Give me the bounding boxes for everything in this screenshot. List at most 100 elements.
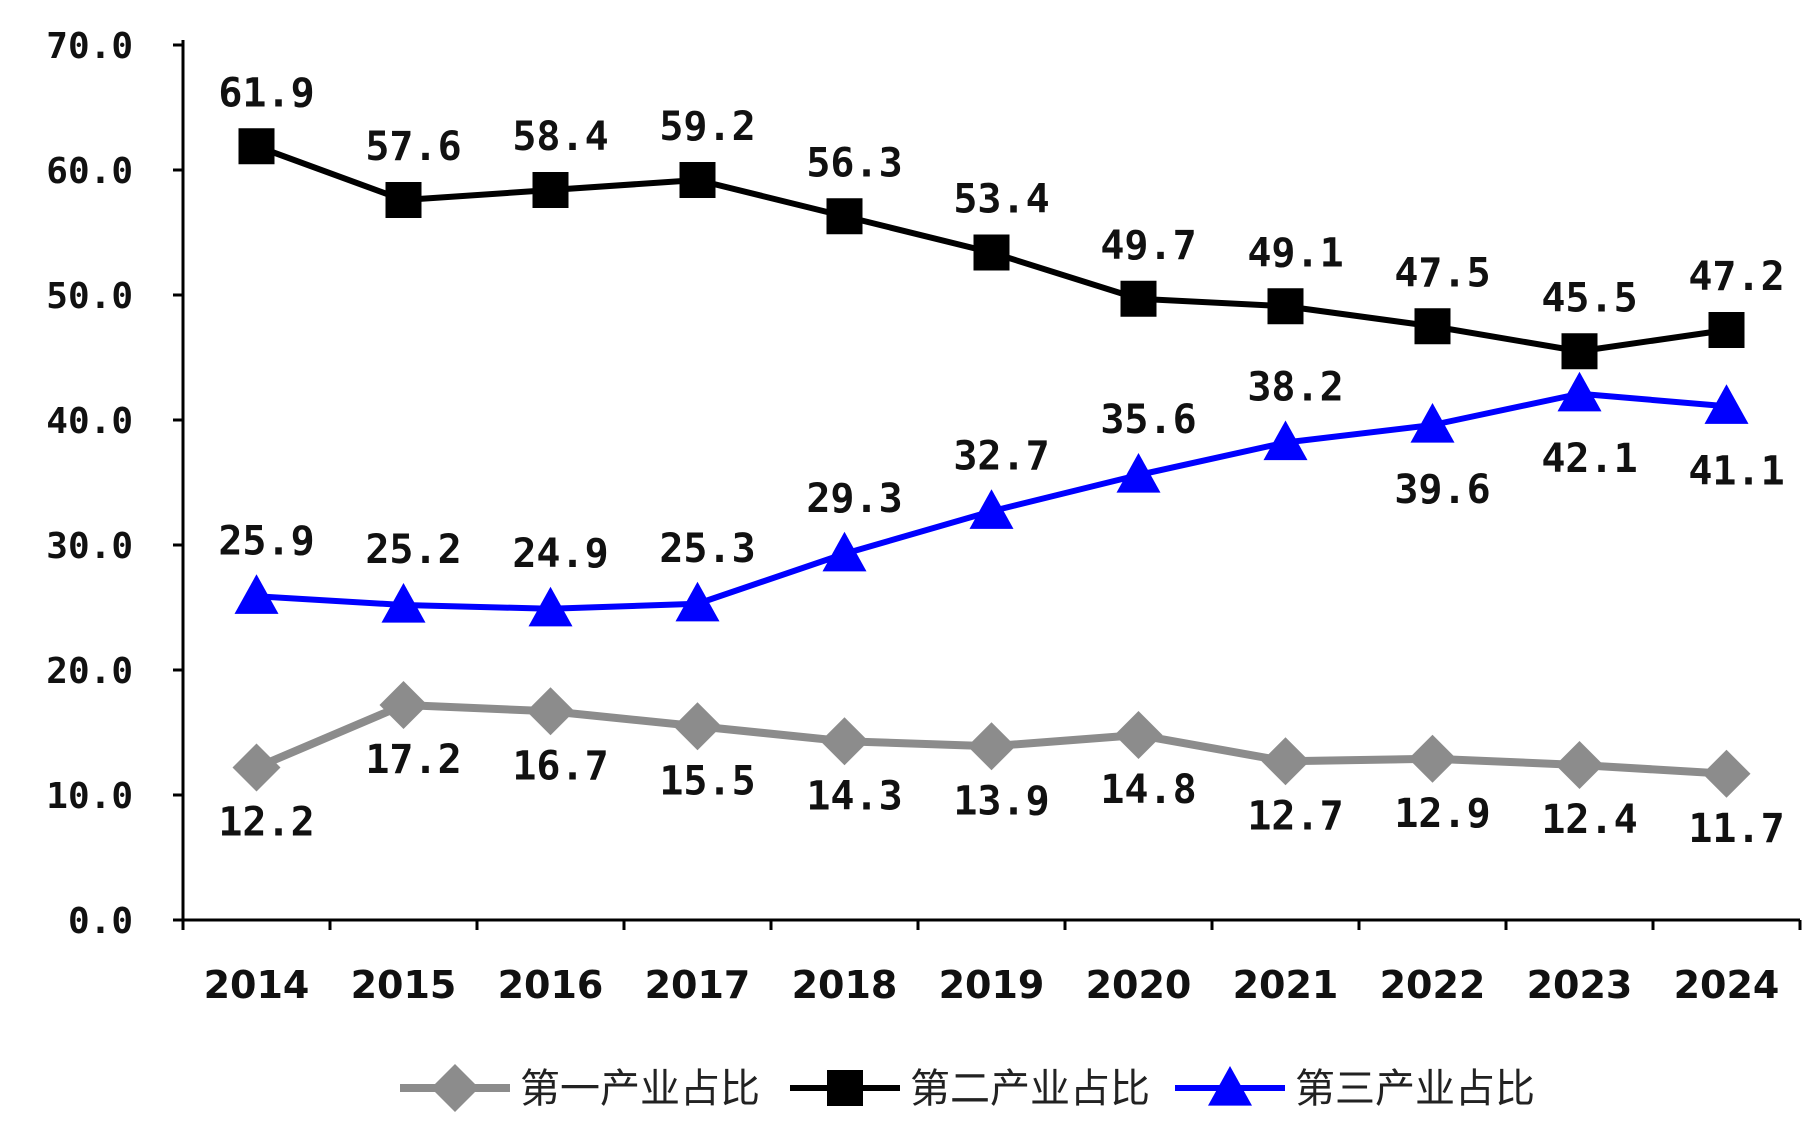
- data-point: [1267, 288, 1304, 325]
- data-label: 56.3: [806, 140, 902, 186]
- series-2: [238, 128, 1745, 370]
- y-tick-label: 40.0: [46, 401, 133, 442]
- axes: 0.0 10.0 20.0 30.0 40.0 50.0 60.0 70.0 2014 2015 2…: [46, 26, 1802, 1007]
- data-label: 58.4: [512, 114, 608, 160]
- data-point: [381, 583, 426, 623]
- legend: 第一产业占比 第二产业占比 第三产业占比: [400, 1064, 1535, 1112]
- data-label: 25.2: [365, 527, 461, 573]
- data-point: [532, 172, 569, 208]
- data-point: [1114, 711, 1163, 759]
- data-label: 25.9: [218, 518, 314, 564]
- data-point: [673, 702, 722, 751]
- legend-item-3: 第三产业占比: [1175, 1066, 1535, 1112]
- data-point: [234, 574, 279, 614]
- y-tick-label: 0.0: [68, 901, 133, 942]
- data-label: 57.6: [365, 124, 461, 170]
- data-label: 45.5: [1541, 275, 1637, 321]
- data-label: 12.2: [218, 800, 314, 846]
- data-point: [1557, 371, 1602, 412]
- data-point: [679, 162, 716, 198]
- data-label: 29.3: [806, 476, 902, 522]
- y-tick-label: 60.0: [46, 151, 133, 192]
- data-point: [232, 743, 281, 792]
- data-label: 47.2: [1688, 254, 1784, 300]
- series-layer: [232, 128, 1751, 798]
- data-label: 35.6: [1100, 397, 1196, 443]
- x-tick-label: 2017: [645, 963, 751, 1007]
- x-tick-label: 2018: [792, 963, 898, 1007]
- data-point: [1414, 308, 1451, 345]
- x-tick-label: 2024: [1674, 963, 1780, 1007]
- data-labels: 12.2 17.2 16.7 15.5 14.3 13.9 14.8 12.7 12.9 12.4…: [218, 70, 1784, 852]
- data-point: [820, 717, 869, 766]
- legend-marker: [827, 1070, 863, 1106]
- data-point: [379, 681, 428, 729]
- x-tick-label: 2023: [1527, 963, 1633, 1007]
- x-tick-label: 2016: [498, 963, 604, 1007]
- data-point: [1704, 384, 1749, 424]
- data-point: [1702, 749, 1751, 798]
- data-label: 25.3: [659, 526, 755, 572]
- legend-label: 第二产业占比: [910, 1066, 1150, 1112]
- y-tick-label: 10.0: [46, 776, 133, 817]
- legend-marker: [431, 1064, 479, 1112]
- legend-label: 第一产业占比: [520, 1066, 760, 1112]
- data-label: 53.4: [953, 177, 1049, 223]
- data-point: [1116, 453, 1161, 493]
- data-label: 16.7: [512, 743, 608, 789]
- legend-label: 第三产业占比: [1295, 1066, 1535, 1112]
- data-label: 41.1: [1688, 448, 1784, 494]
- data-label: 13.9: [953, 778, 1049, 824]
- data-label: 17.2: [365, 737, 461, 783]
- data-label: 32.7: [953, 433, 1049, 479]
- data-label: 49.1: [1247, 230, 1343, 276]
- data-point: [1261, 737, 1310, 786]
- x-tick-label: 2020: [1086, 963, 1192, 1007]
- y-tick-label: 30.0: [46, 526, 133, 567]
- x-tick-label: 2022: [1380, 963, 1486, 1007]
- legend-item-1: 第一产业占比: [400, 1064, 760, 1112]
- data-point: [526, 687, 575, 736]
- data-point: [822, 531, 867, 572]
- data-point: [826, 198, 863, 235]
- data-point: [1120, 280, 1157, 317]
- data-label: 24.9: [512, 531, 608, 577]
- y-tick-label: 20.0: [46, 651, 133, 692]
- data-point: [1410, 403, 1455, 443]
- data-point: [1561, 333, 1598, 370]
- x-tick-label: 2014: [204, 963, 310, 1007]
- data-label: 49.7: [1100, 223, 1196, 269]
- y-tick-label: 70.0: [46, 26, 133, 67]
- data-point: [528, 586, 573, 627]
- data-label: 14.3: [806, 773, 902, 819]
- series-3: [234, 371, 1749, 627]
- data-label: 42.1: [1541, 436, 1637, 482]
- data-point: [1263, 420, 1308, 461]
- x-tick-label: 2015: [351, 963, 457, 1007]
- x-tick-label: 2021: [1233, 963, 1339, 1007]
- data-label: 12.9: [1394, 791, 1490, 837]
- data-label: 61.9: [218, 70, 314, 116]
- data-point: [1408, 734, 1457, 783]
- y-tick-label: 50.0: [46, 276, 133, 317]
- data-label: 59.2: [659, 104, 755, 150]
- data-label: 11.7: [1688, 806, 1784, 852]
- data-label: 38.2: [1247, 365, 1343, 411]
- data-point: [1555, 741, 1604, 789]
- data-label: 12.4: [1541, 797, 1637, 843]
- data-label: 39.6: [1394, 467, 1490, 513]
- data-point: [385, 182, 422, 218]
- x-tick-label: 2019: [939, 963, 1045, 1007]
- series-1: [232, 681, 1751, 798]
- data-label: 47.5: [1394, 250, 1490, 296]
- legend-item-2: 第二产业占比: [790, 1066, 1150, 1112]
- data-label: 12.7: [1247, 793, 1343, 839]
- data-point: [969, 489, 1014, 529]
- data-point: [675, 581, 720, 622]
- data-point: [973, 234, 1010, 271]
- legend-marker: [1208, 1066, 1252, 1106]
- data-point: [238, 128, 275, 165]
- data-label: 15.5: [659, 758, 755, 804]
- data-point: [967, 722, 1016, 771]
